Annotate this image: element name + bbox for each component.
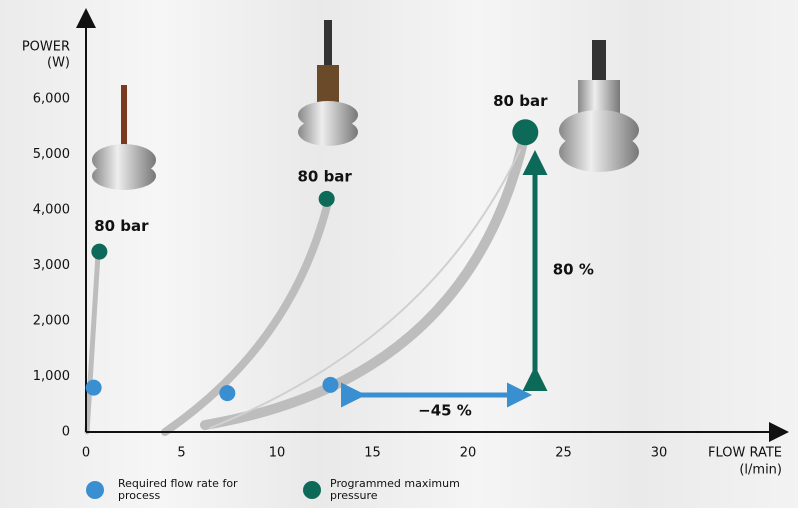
x-axis-label: (l/min): [739, 463, 782, 478]
annotation: 80 %: [553, 261, 594, 279]
legend-label: Required flow rate for process: [118, 477, 238, 502]
legend-swatch: [303, 481, 321, 499]
y-tick-label: 2,000: [33, 314, 70, 329]
y-tick-label: 1,000: [33, 369, 70, 384]
x-tick-label: 10: [269, 446, 286, 461]
y-tick-label: 6,000: [33, 92, 70, 107]
data-point: [318, 190, 335, 207]
data-point: [219, 385, 236, 402]
y-axis-label: POWER: [22, 40, 70, 55]
x-tick-label: 0: [82, 446, 90, 461]
y-tick-label: 5,000: [33, 147, 70, 162]
x-tick-label: 15: [364, 446, 381, 461]
y-tick-label: 0: [62, 425, 70, 440]
annotation: 80 bar: [493, 92, 548, 110]
legend-swatch: [86, 481, 104, 499]
legend-label: Programmed maximum pressure: [330, 477, 460, 502]
data-point: [512, 119, 539, 146]
y-tick-label: 4,000: [33, 203, 70, 218]
data-point: [85, 379, 102, 396]
annotation: 80 bar: [297, 167, 352, 185]
annotation: −45 %: [418, 402, 472, 420]
x-tick-label: 20: [460, 446, 477, 461]
y-axis-label: (W): [47, 56, 70, 71]
data-point: [91, 243, 108, 260]
x-tick-label: 30: [651, 446, 668, 461]
x-tick-label: 5: [177, 446, 185, 461]
data-point: [322, 376, 339, 393]
x-axis-label: FLOW RATE: [708, 446, 782, 461]
tool-images: [92, 20, 639, 190]
annotation: 80 bar: [94, 217, 149, 235]
x-tick-label: 25: [555, 446, 572, 461]
y-tick-label: 3,000: [33, 258, 70, 273]
curves: [84, 129, 530, 436]
